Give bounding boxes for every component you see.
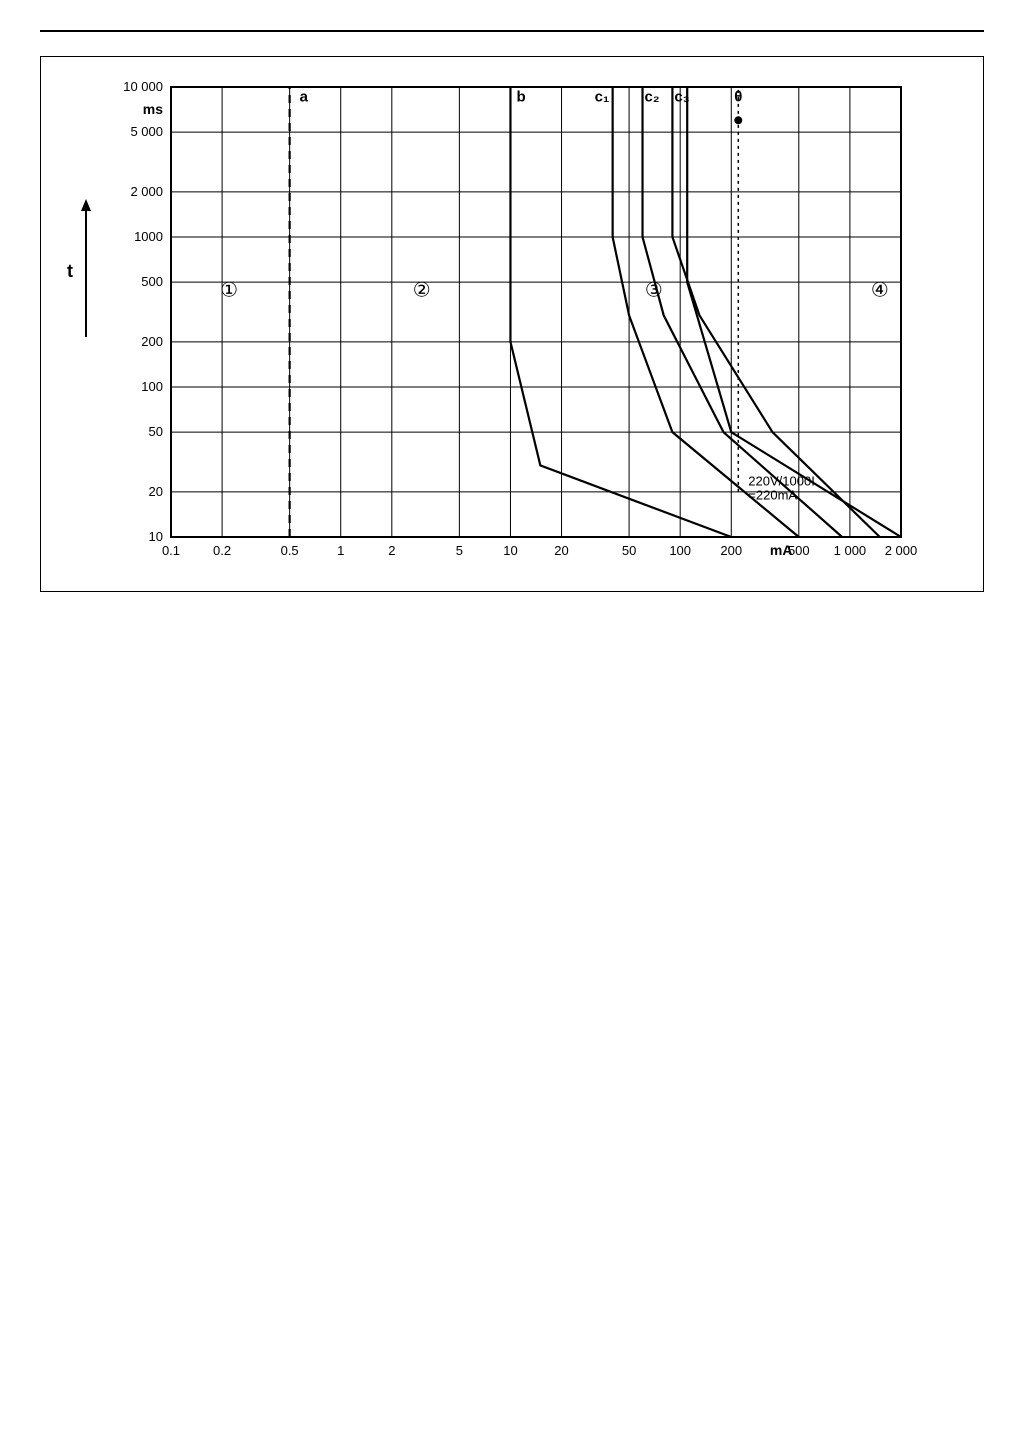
svg-text:100: 100 — [141, 379, 163, 394]
svg-text:20: 20 — [554, 543, 568, 558]
svg-text:2: 2 — [388, 543, 395, 558]
svg-text:200: 200 — [720, 543, 742, 558]
t-axis-arrow: t — [61, 197, 101, 347]
svg-text:100: 100 — [669, 543, 691, 558]
svg-text:500: 500 — [141, 274, 163, 289]
svg-text:5: 5 — [456, 543, 463, 558]
svg-text:10 000: 10 000 — [123, 79, 163, 94]
svg-text:c₂: c₂ — [645, 89, 660, 106]
svg-text:a: a — [300, 89, 309, 106]
page-header — [40, 30, 984, 36]
svg-text:10: 10 — [149, 529, 163, 544]
svg-text:mA: mA — [770, 542, 793, 558]
svg-text:2 000: 2 000 — [130, 184, 163, 199]
svg-text:50: 50 — [149, 424, 163, 439]
svg-text:0.1: 0.1 — [162, 543, 180, 558]
svg-text:③: ③ — [645, 280, 663, 302]
svg-text:0.5: 0.5 — [281, 543, 299, 558]
svg-text:④: ④ — [871, 280, 889, 302]
svg-text:ms: ms — [143, 101, 163, 117]
right-column — [527, 616, 984, 626]
svg-text:c₁: c₁ — [595, 89, 610, 106]
svg-text:50: 50 — [622, 543, 636, 558]
svg-text:0.2: 0.2 — [213, 543, 231, 558]
zone-chart: 0.1 0.2 0.5 1 2 5 10 20 50 100 200 500 1 000 2 000 10 2… — [101, 77, 921, 577]
svg-text:=220mA: =220mA — [748, 488, 797, 503]
svg-text:5 000: 5 000 — [130, 124, 163, 139]
svg-text:c₃: c₃ — [674, 89, 689, 106]
left-column — [40, 616, 497, 626]
svg-text:20: 20 — [149, 484, 163, 499]
svg-text:200: 200 — [141, 334, 163, 349]
svg-text:1000: 1000 — [134, 229, 163, 244]
svg-text:10: 10 — [503, 543, 517, 558]
svg-text:1 000: 1 000 — [834, 543, 867, 558]
svg-text:①: ① — [220, 280, 238, 302]
svg-text:b: b — [516, 89, 525, 106]
svg-text:2 000: 2 000 — [885, 543, 918, 558]
svg-text:220V/1000I: 220V/1000I — [748, 474, 815, 489]
svg-text:θ: θ — [734, 89, 742, 106]
svg-text:②: ② — [413, 280, 431, 302]
body-columns — [40, 616, 984, 626]
t-label: t — [67, 261, 73, 281]
chart-container: t 0.1 0.2 0.5 1 2 5 10 20 50 100 200 500 1 000 2 000 1… — [40, 56, 984, 592]
svg-text:1: 1 — [337, 543, 344, 558]
